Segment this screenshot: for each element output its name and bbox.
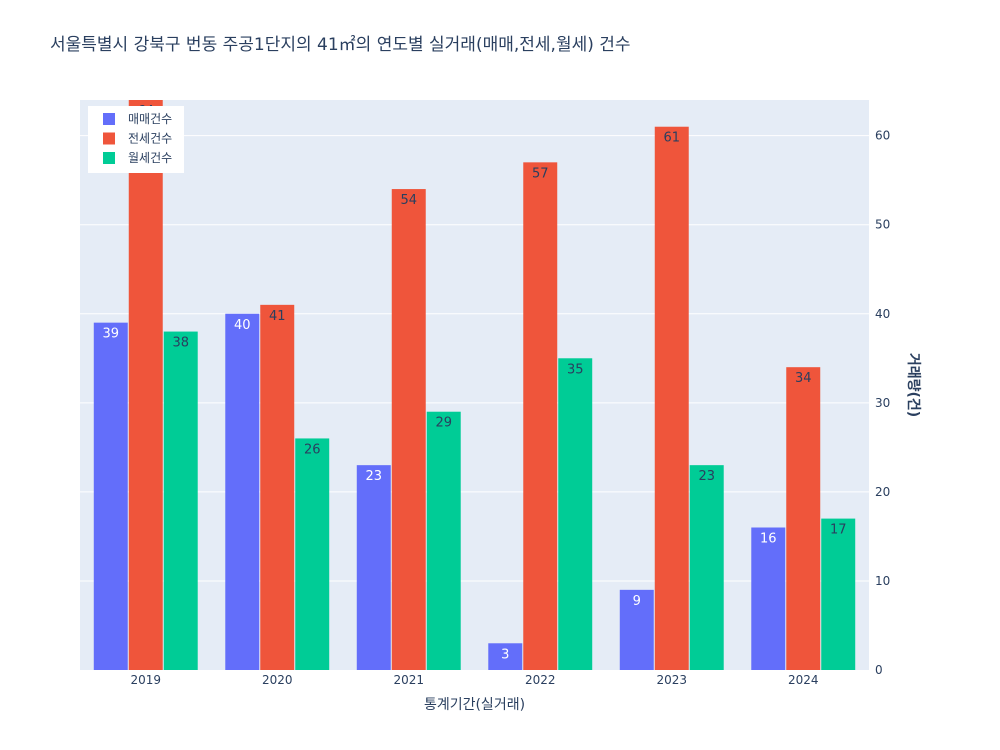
x-tick-label: 2020 (262, 673, 293, 687)
y-tick-label: 20 (875, 485, 890, 499)
bar-월세건수-2021[interactable] (426, 411, 461, 670)
gridlines (80, 135, 869, 582)
legend-swatch (103, 113, 115, 125)
legend-label[interactable]: 월세건수 (128, 151, 172, 165)
y-axis-ticks: 0 10 20 30 40 50 60 (875, 129, 890, 677)
bar-value-label: 16 (760, 532, 777, 547)
bar-매매건수-2024[interactable] (751, 527, 786, 671)
data-labels: 3964384041262354293573596123163417 (102, 104, 846, 662)
bar-전세건수-2019[interactable] (128, 100, 163, 670)
bar-월세건수-2020[interactable] (295, 438, 330, 670)
bar-월세건수-2024[interactable] (821, 518, 856, 670)
x-axis-ticks: 2019 2020 2021 2022 2023 2024 (130, 673, 818, 687)
bar-매매건수-2022[interactable] (488, 643, 523, 670)
bar-value-label: 41 (269, 309, 286, 324)
bar-value-label: 57 (532, 166, 549, 181)
bar-value-label: 29 (435, 416, 452, 431)
y-tick-label: 10 (875, 574, 890, 588)
bar-value-label: 9 (633, 594, 641, 609)
bar-value-label: 3 (501, 647, 509, 662)
y-tick-label: 0 (875, 663, 883, 677)
bar-월세건수-2022[interactable] (558, 358, 593, 670)
y-tick-label: 30 (875, 396, 890, 410)
chart-title: 서울특별시 강북구 번동 주공1단지의 41㎡의 연도별 실거래(매매,전세,월… (50, 35, 631, 55)
bar-value-label: 23 (698, 469, 715, 484)
bar-value-label: 26 (304, 442, 321, 457)
legend-label[interactable]: 전세건수 (128, 132, 172, 146)
y-axis-title: 거래량(건) (905, 353, 922, 417)
bar-전세건수-2020[interactable] (260, 304, 295, 670)
y-tick-label: 40 (875, 307, 890, 321)
bar-value-label: 54 (400, 193, 417, 208)
bar-월세건수-2019[interactable] (163, 331, 198, 670)
legend-swatch (103, 152, 115, 164)
bar-월세건수-2023[interactable] (689, 465, 724, 670)
bar-value-label: 23 (365, 469, 382, 484)
bars (93, 100, 856, 671)
x-tick-label: 2024 (788, 673, 819, 687)
bar-value-label: 39 (102, 327, 119, 342)
legend-swatch (103, 132, 115, 145)
plot-area (80, 100, 869, 670)
y-tick-label: 60 (875, 129, 890, 143)
x-axis-title: 통계기간(실거래) (424, 697, 525, 713)
bar-매매건수-2020[interactable] (225, 313, 260, 670)
bar-value-label: 35 (567, 362, 584, 377)
bar-매매건수-2019[interactable] (93, 322, 128, 670)
x-tick-label: 2022 (525, 673, 556, 687)
bar-전세건수-2022[interactable] (523, 162, 558, 670)
x-tick-label: 2019 (130, 673, 161, 687)
bar-전세건수-2023[interactable] (654, 126, 689, 670)
bar-value-label: 40 (234, 318, 251, 333)
bar-매매건수-2021[interactable] (356, 465, 391, 670)
bar-전세건수-2024[interactable] (786, 367, 821, 670)
legend-label[interactable]: 매매건수 (128, 112, 172, 126)
bar-value-label: 17 (830, 523, 847, 538)
bar-value-label: 38 (172, 336, 189, 351)
bar-value-label: 61 (663, 131, 680, 146)
bar-매매건수-2023[interactable] (619, 589, 654, 670)
y-tick-label: 50 (875, 218, 890, 232)
bar-value-label: 34 (795, 371, 812, 386)
x-tick-label: 2023 (656, 673, 687, 687)
bar-전세건수-2021[interactable] (391, 189, 426, 670)
x-tick-label: 2021 (393, 673, 424, 687)
